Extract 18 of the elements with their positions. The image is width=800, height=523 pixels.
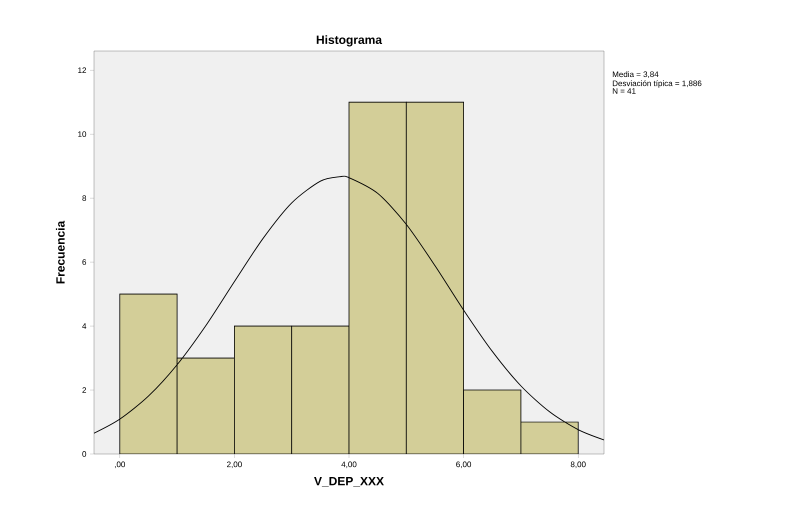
y-tick-label: 8 [82,195,86,201]
y-tick-label: 6 [82,259,86,265]
x-tick-label: 4,00 [341,462,356,468]
x-tick-label: 2,00 [227,462,242,468]
y-axis-title: Frecuencia [56,220,65,284]
y-tick-label: 12 [78,67,86,73]
y-tick-label: 0 [82,451,86,457]
y-tick-label: 10 [78,131,86,137]
y-tick-label: 4 [82,323,86,329]
text: Media = 3,84 [612,71,658,78]
x-tick-label: 8,00 [570,462,586,468]
x-tick-label: ,00 [114,462,126,468]
x-tick-label: 6,00 [456,462,472,468]
text: Desviación típica = 1,886 [612,80,702,88]
chart-title: Histograma [316,35,382,46]
text: N = 41 [612,88,636,94]
y-tick-label: 2 [82,387,86,393]
x-axis-title: V_DEP_XXX [314,477,384,487]
